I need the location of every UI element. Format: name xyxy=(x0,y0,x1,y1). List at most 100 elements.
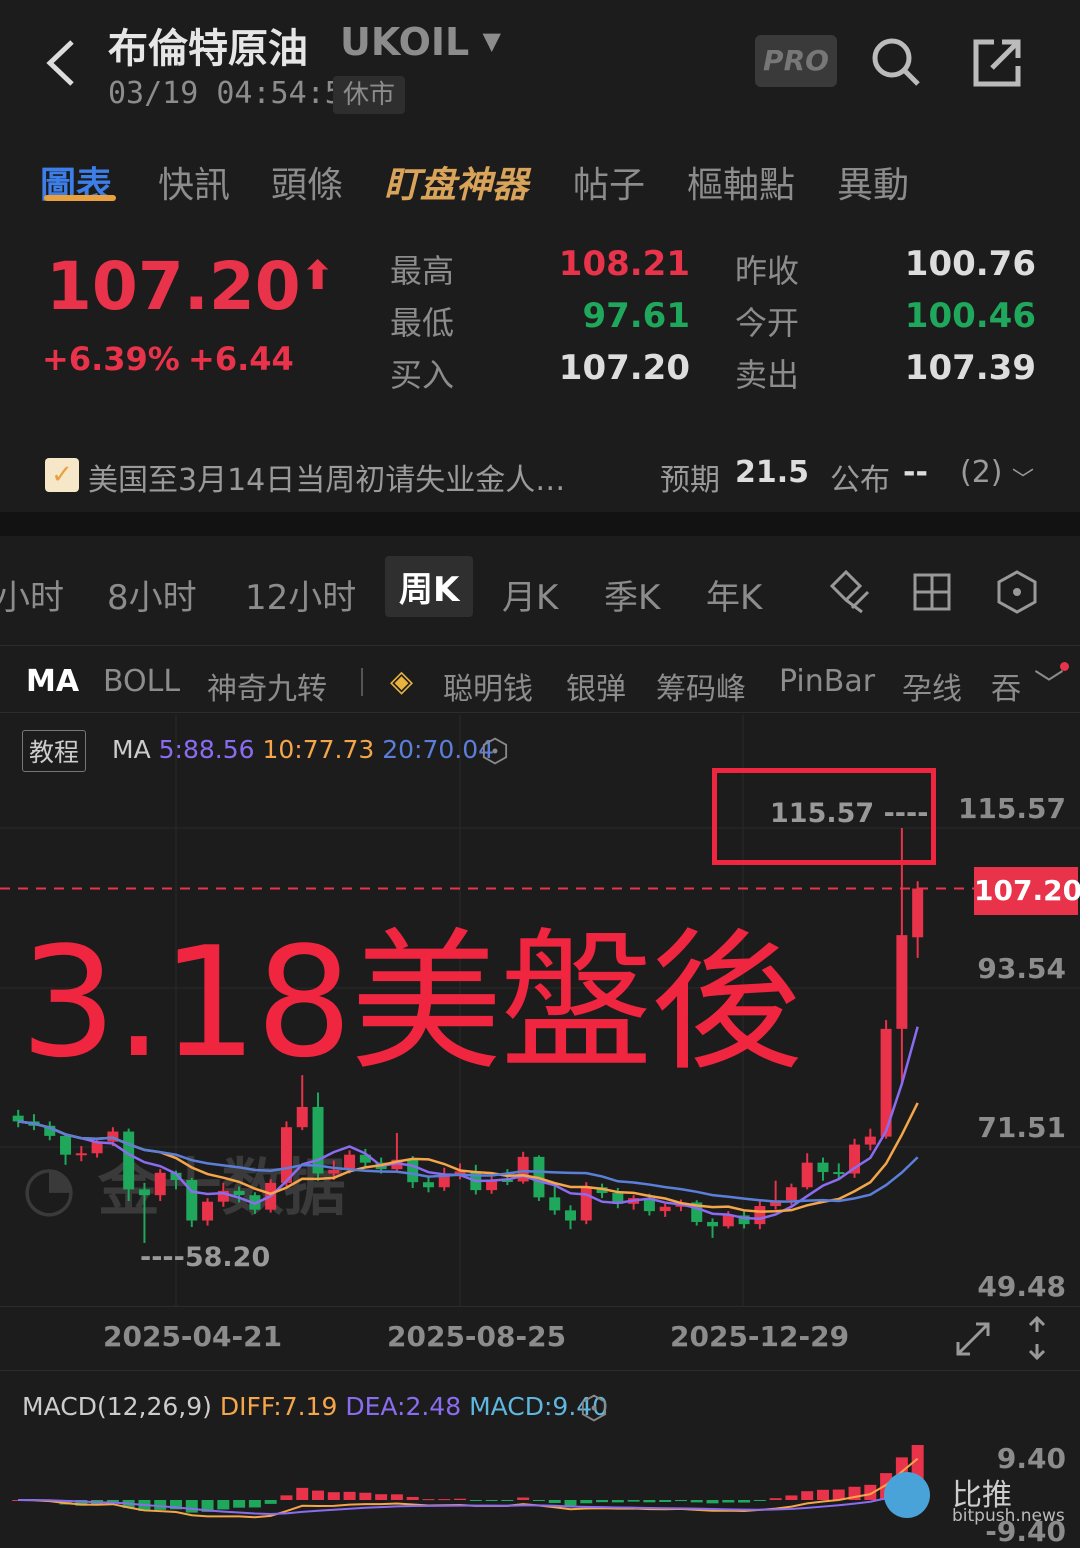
candle-body xyxy=(833,1172,845,1175)
open-value: 100.46 xyxy=(904,296,1036,336)
macd-bar xyxy=(422,1499,435,1501)
fullscreen-icon[interactable] xyxy=(952,1318,994,1360)
candle-body xyxy=(580,1187,592,1221)
macd-bar xyxy=(753,1500,766,1501)
news-ticker-text[interactable]: 美国至3月14日当周初请失业金人… xyxy=(88,463,566,498)
tab-pivot[interactable]: 樞軸點 xyxy=(687,165,796,206)
indicator-chip-peak[interactable]: 筹码峰 xyxy=(656,672,746,707)
publish-label: 公布 xyxy=(830,463,890,498)
period-12h[interactable]: 12小时 xyxy=(245,578,357,618)
indicator-ma[interactable]: MA xyxy=(26,664,80,699)
period-8h[interactable]: 8小时 xyxy=(107,578,197,618)
macd-chart[interactable] xyxy=(0,1430,1080,1542)
publish-value: -- xyxy=(903,455,928,490)
tutorial-button[interactable]: 教程 xyxy=(22,730,87,772)
low-marker-label: ----58.20 xyxy=(140,1242,271,1273)
ma10-line xyxy=(18,1102,919,1213)
period-weekly[interactable]: 周K xyxy=(385,556,474,617)
caret-down-icon: ▼ xyxy=(482,27,501,55)
indicator-boll[interactable]: BOLL xyxy=(103,664,181,699)
change-percent: +6.39% xyxy=(42,340,180,378)
candle-body xyxy=(486,1180,498,1191)
macd-bar xyxy=(596,1500,609,1503)
indicator-engulfing[interactable]: 吞 xyxy=(991,672,1021,707)
candle-body xyxy=(138,1189,150,1196)
tab-monitor[interactable]: 盯盘神器 xyxy=(384,165,529,206)
annotation-box xyxy=(712,768,936,865)
indicator-td9[interactable]: 神奇九转 xyxy=(207,672,327,707)
indicator-smart-money[interactable]: 聪明钱 xyxy=(443,672,533,707)
macd-bar xyxy=(280,1495,293,1500)
candle-body xyxy=(170,1172,182,1181)
low-value: 97.61 xyxy=(582,296,690,336)
period-quarterly[interactable]: 季K xyxy=(604,578,661,618)
candle-body xyxy=(60,1135,72,1155)
tab-posts[interactable]: 帖子 xyxy=(573,165,646,206)
high-label: 最高 xyxy=(390,252,455,290)
chevron-down-icon[interactable]: ﹀ xyxy=(1012,468,1035,493)
candle-body xyxy=(359,1154,371,1163)
draw-tool-icon[interactable] xyxy=(826,568,872,614)
tab-movers[interactable]: 異動 xyxy=(837,165,910,206)
candle-body xyxy=(659,1206,671,1212)
pro-button[interactable]: PRO xyxy=(755,35,837,87)
macd-bar xyxy=(627,1500,640,1502)
candle-body xyxy=(91,1141,103,1154)
notification-dot xyxy=(1060,662,1069,671)
settings-hex-icon[interactable] xyxy=(581,1394,607,1422)
candle-body xyxy=(864,1136,876,1145)
macd-bar xyxy=(532,1500,545,1501)
candle-body xyxy=(407,1159,419,1183)
price-chart[interactable] xyxy=(0,715,1080,1306)
search-icon[interactable] xyxy=(870,36,922,88)
macd-bar xyxy=(659,1500,672,1503)
section-divider xyxy=(0,512,1080,536)
indicator-silver-bullet[interactable]: 银弹 xyxy=(566,672,626,707)
settings-hex-icon[interactable] xyxy=(482,737,508,765)
tab-headlines[interactable]: 頭條 xyxy=(271,165,344,206)
divider xyxy=(0,712,1080,713)
period-yearly[interactable]: 年K xyxy=(706,578,763,618)
candle-body xyxy=(612,1193,624,1204)
y-tick: 71.51 xyxy=(977,1111,1066,1144)
high-marker-label: 115.57 ---- xyxy=(770,798,929,829)
last-price-tag: 107.20 xyxy=(974,867,1080,915)
dea-line xyxy=(18,1485,919,1515)
macd-bar xyxy=(643,1500,656,1503)
candle-body xyxy=(517,1156,529,1182)
macd-bar xyxy=(706,1500,719,1504)
period-hour[interactable]: 小时 xyxy=(0,578,64,618)
indicator-harami[interactable]: 孕线 xyxy=(902,672,962,707)
ma5-line xyxy=(18,1026,919,1221)
news-count[interactable]: (2) xyxy=(960,455,1003,490)
candle-body xyxy=(312,1106,324,1174)
macd-bar xyxy=(359,1492,372,1500)
period-monthly[interactable]: 月K xyxy=(502,578,559,618)
expected-value: 21.5 xyxy=(735,455,810,490)
up-arrow-icon: ⬆ xyxy=(300,253,335,299)
divider xyxy=(0,645,1080,646)
settings-hex-icon[interactable] xyxy=(996,570,1038,614)
brand-name: 比推 xyxy=(952,1478,1012,1513)
candle-body xyxy=(801,1162,813,1188)
back-arrow-icon[interactable] xyxy=(40,38,80,88)
symbol-dropdown[interactable]: UKOIL ▼ xyxy=(340,20,501,64)
chevron-down-icon[interactable]: ﹀ xyxy=(1034,668,1064,703)
annotation-overlay-text: 3.18美盤後 xyxy=(20,914,802,1091)
candle-body xyxy=(344,1154,356,1170)
macd-bar xyxy=(517,1497,530,1500)
indicator-pinbar[interactable]: PinBar xyxy=(779,664,876,699)
ask-value: 107.39 xyxy=(904,348,1036,388)
y-tick: 49.48 xyxy=(977,1270,1066,1303)
layout-grid-icon[interactable] xyxy=(912,572,952,612)
candle-body xyxy=(438,1174,450,1188)
prev-close-value: 100.76 xyxy=(904,244,1036,284)
ask-label: 卖出 xyxy=(735,356,800,394)
vertical-scale-icon[interactable] xyxy=(1024,1314,1050,1362)
candle-body xyxy=(549,1197,561,1211)
share-icon[interactable] xyxy=(972,38,1022,88)
tab-flash[interactable]: 快訊 xyxy=(158,165,231,206)
macd-bar xyxy=(343,1491,356,1500)
market-status-badge: 休市 xyxy=(333,76,406,114)
high-value: 108.21 xyxy=(558,244,690,284)
